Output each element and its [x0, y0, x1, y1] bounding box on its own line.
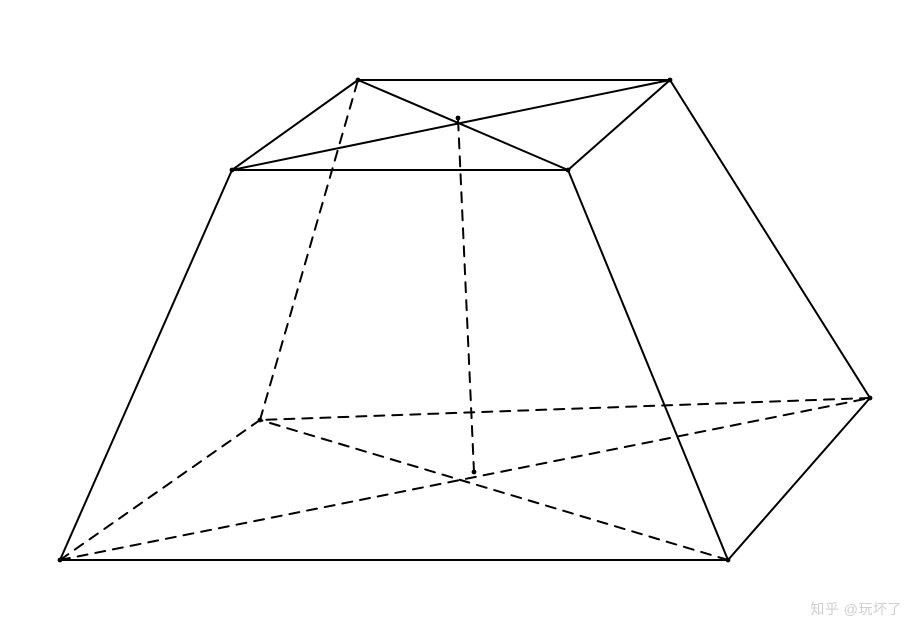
edge: [568, 170, 728, 560]
edge: [260, 420, 728, 560]
frustum-diagram: [0, 0, 918, 629]
edge: [358, 80, 568, 170]
edge: [568, 80, 670, 170]
edge: [260, 398, 870, 420]
edge: [670, 80, 870, 398]
watermark-text: 知乎 @玩坏了: [810, 599, 902, 619]
vertex: [258, 418, 263, 423]
vertex: [868, 396, 873, 401]
vertex: [726, 558, 731, 563]
vertex: [472, 470, 477, 475]
vertex: [58, 558, 63, 563]
vertex: [356, 78, 361, 83]
vertex: [456, 116, 461, 121]
vertex: [566, 168, 571, 173]
edge: [232, 80, 670, 170]
edge: [60, 170, 232, 560]
edge: [260, 80, 358, 420]
edge: [458, 118, 474, 472]
vertex: [668, 78, 673, 83]
vertex: [230, 168, 235, 173]
